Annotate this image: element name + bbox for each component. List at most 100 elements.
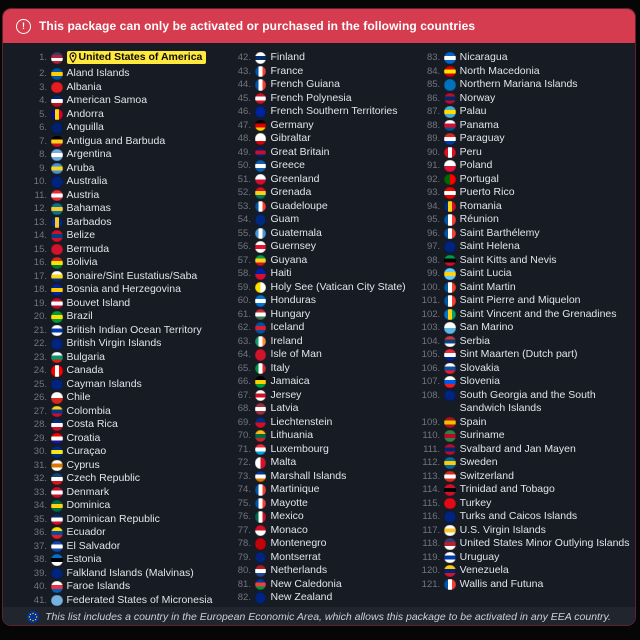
country-row: 50. Greece xyxy=(227,159,411,173)
country-row: 85. Northern Mariana Islands xyxy=(411,78,631,92)
country-number: 80. xyxy=(237,565,251,576)
country-flag-icon xyxy=(51,419,63,431)
country-row: 105. Sint Maarten (Dutch part) xyxy=(411,348,631,362)
country-name: Ecuador xyxy=(66,526,106,539)
country-number: 59. xyxy=(237,281,251,293)
country-number: 88. xyxy=(426,119,441,131)
country-row: 38. Estonia xyxy=(23,553,227,567)
country-row: 26. Chile xyxy=(23,391,227,405)
country-number: 35. xyxy=(33,513,47,525)
country-row: 35. Dominican Republic xyxy=(23,513,227,527)
country-row: 108. South Georgia and the South Sandwich… xyxy=(411,389,631,416)
country-row: 117. U.S. Virgin Islands xyxy=(411,524,631,538)
country-flag-icon xyxy=(444,92,456,104)
country-flag-icon xyxy=(254,457,267,469)
country-row: 5. Andorra xyxy=(23,108,227,122)
country-number: 22. xyxy=(33,338,47,350)
country-row: 72. Malta xyxy=(227,456,411,470)
country-flag-icon xyxy=(51,405,63,418)
country-flag-icon xyxy=(51,338,63,350)
country-name: Norway xyxy=(459,91,496,104)
country-flag-icon xyxy=(444,227,456,239)
country-flag-icon xyxy=(254,565,267,577)
country-name: Switzerland xyxy=(459,469,514,482)
country-flag-icon xyxy=(444,52,456,64)
country-name: Greenland xyxy=(270,172,320,185)
country-name: Grenada xyxy=(270,186,312,198)
country-flag-icon xyxy=(254,281,267,293)
country-number: 99. xyxy=(426,268,441,279)
country-name: French Polynesia xyxy=(270,91,352,104)
country-name: Paraguay xyxy=(459,132,505,144)
country-name: Cyprus xyxy=(66,458,100,471)
country-flag-icon xyxy=(51,351,63,364)
country-flag-icon xyxy=(444,524,456,536)
country-name: Canada xyxy=(66,364,104,377)
country-number: 38. xyxy=(33,554,47,566)
country-name: Falkland Islands (Malvinas) xyxy=(66,566,194,579)
country-name: Dominican Republic xyxy=(66,512,160,525)
country-number: 17. xyxy=(33,270,47,282)
country-flag-icon xyxy=(51,216,63,229)
country-row: 37. El Salvador xyxy=(23,540,227,554)
country-row: 116. Turks and Caicos Islands xyxy=(411,510,631,524)
country-name: U.S. Virgin Islands xyxy=(459,523,546,536)
country-row: 52. Grenada xyxy=(227,186,411,200)
country-row: 36. Ecuador xyxy=(23,526,227,540)
country-name: Puerto Rico xyxy=(459,186,515,198)
country-flag-icon xyxy=(444,322,456,334)
country-row: 18. Bosnia and Herzegovina xyxy=(23,283,227,297)
country-number: 53. xyxy=(237,200,251,212)
country-row: 45. French Polynesia xyxy=(227,92,411,106)
country-row: 15. Bermuda xyxy=(23,243,227,257)
country-number: 65. xyxy=(237,362,251,374)
country-flag-icon xyxy=(254,133,267,145)
country-flag-icon xyxy=(51,378,63,391)
country-row: 13. Barbados xyxy=(23,216,227,230)
country-flag-icon xyxy=(254,92,267,104)
country-column: 1. United States of America 2. Aland Island… xyxy=(23,51,227,607)
country-flag-icon xyxy=(444,497,456,509)
country-row: 65. Italy xyxy=(227,362,411,376)
location-pin-icon xyxy=(68,52,77,63)
country-row: 51. Greenland xyxy=(227,173,411,187)
country-number: 9. xyxy=(39,162,47,174)
country-flag-icon xyxy=(254,335,267,347)
country-flag-icon xyxy=(254,470,267,482)
country-row: 112. Sweden xyxy=(411,456,631,470)
country-name: Jamaica xyxy=(270,375,310,387)
country-flag-icon xyxy=(51,459,63,472)
country-flag-icon xyxy=(254,65,267,77)
country-number: 11. xyxy=(34,189,47,201)
country-flag-icon xyxy=(254,227,267,239)
country-name: Guernsey xyxy=(270,240,317,252)
country-name: Saint Vincent and the Grenadines xyxy=(459,307,617,320)
country-name: New Caledonia xyxy=(270,577,342,590)
country-row: 92. Portugal xyxy=(411,173,631,187)
country-flag-icon xyxy=(444,565,456,577)
country-number: 68. xyxy=(237,403,251,414)
country-number: 109. xyxy=(421,416,441,428)
country-number: 77. xyxy=(237,524,251,536)
country-name: United States Minor Outlying Islands xyxy=(459,537,630,549)
country-name: United States of America xyxy=(66,51,207,67)
country-row: 21. British Indian Ocean Territory xyxy=(23,324,227,338)
country-number: 110. xyxy=(422,430,441,441)
country-number: 1. xyxy=(39,52,47,63)
country-name: Jersey xyxy=(270,388,302,401)
country-flag-icon xyxy=(254,416,267,428)
country-number: 39. xyxy=(33,567,47,579)
country-name: Slovenia xyxy=(459,375,500,387)
country-list: 1. United States of America 2. Aland Island… xyxy=(3,43,635,607)
country-name: Bolivia xyxy=(66,256,98,269)
country-number: 49. xyxy=(237,146,251,158)
country-row: 120. Venezuela xyxy=(411,564,631,578)
country-name: Liechtenstein xyxy=(270,415,333,428)
country-flag-icon xyxy=(444,349,456,361)
country-flag-icon xyxy=(254,389,267,401)
country-number: 74. xyxy=(237,484,251,495)
country-flag-icon xyxy=(254,254,267,266)
country-number: 51. xyxy=(237,173,251,185)
country-row: 61. Hungary xyxy=(227,308,411,322)
country-flag-icon xyxy=(254,538,267,550)
